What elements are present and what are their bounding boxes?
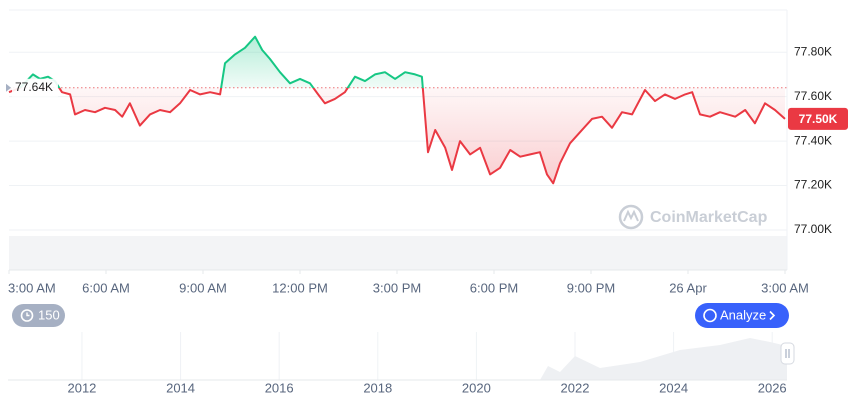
y-tick-label: 77.40K <box>794 133 832 147</box>
navigator-tick-label: 2018 <box>363 380 392 395</box>
x-tick-label: 12:00 PM <box>272 280 328 295</box>
watermark-logo <box>618 204 644 230</box>
y-tick-label: 77.60K <box>794 89 832 103</box>
y-tick-label: 77.00K <box>794 222 832 236</box>
navigator-handle-grip <box>785 349 790 358</box>
baseline-label-text: 77.64K <box>15 80 53 94</box>
x-tick-label: 3:00 PM <box>373 280 421 295</box>
navigator-handle[interactable] <box>780 342 795 365</box>
x-tick-label: 26 Apr <box>669 280 707 295</box>
y-tick-label: 77.20K <box>794 178 832 192</box>
controls: 150 Analyze <box>12 303 789 328</box>
baseline-label-arrow <box>6 83 11 92</box>
navigator-tick-label: 2024 <box>659 380 688 395</box>
navigator-tick-label: 2014 <box>166 380 195 395</box>
watermark: CoinMarketCap <box>618 204 768 230</box>
last-price-label: 77.50K <box>799 112 838 126</box>
navigator-tick-label: 2026 <box>758 380 787 395</box>
navigator-tick-label: 2022 <box>561 380 590 395</box>
x-tick-label: 9:00 PM <box>567 280 615 295</box>
zoom-label: 150 <box>38 307 60 322</box>
volume-band <box>9 236 787 270</box>
watermark-text: CoinMarketCap <box>650 209 768 226</box>
zoom-icon-hands <box>26 312 30 317</box>
navigator-area <box>8 338 787 380</box>
zoom-icon <box>20 309 34 322</box>
analyze-label: Analyze <box>720 307 766 322</box>
x-tick-label: 9:00 AM <box>179 280 227 295</box>
analyze-chevron <box>769 310 776 321</box>
x-tick-label: 6:00 PM <box>470 280 518 295</box>
analyze-icon <box>703 308 717 323</box>
x-tick-label: 6:00 AM <box>82 280 130 295</box>
x-tick-label: 3:00 AM <box>8 280 56 295</box>
navigator-tick-label: 2012 <box>67 380 96 395</box>
navigator-tick-label: 2020 <box>462 380 491 395</box>
analyze-button[interactable] <box>695 303 789 328</box>
navigator-tick-label: 2016 <box>265 380 294 395</box>
last-price-tag <box>788 107 848 130</box>
watermark-logo-mark <box>623 209 639 222</box>
price-line <box>8 35 786 185</box>
baseline-label: 77.64K <box>6 78 58 97</box>
y-tick-label: 77.80K <box>794 44 832 58</box>
x-tick-label: 3:00 AM <box>761 280 809 295</box>
baseline-label-bg <box>12 78 58 97</box>
